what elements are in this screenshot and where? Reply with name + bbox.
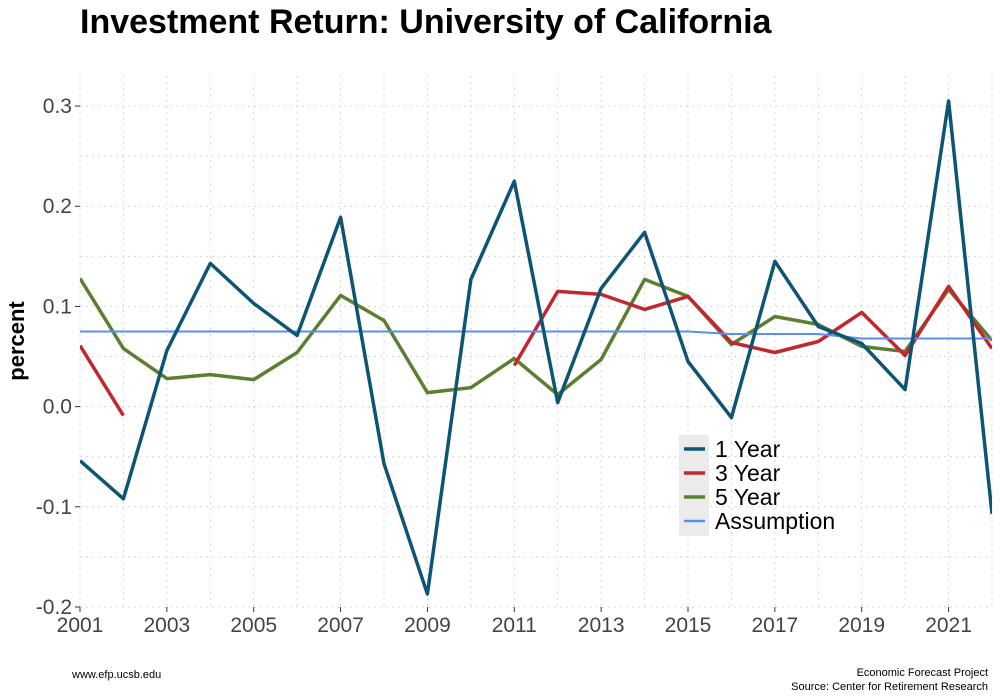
legend-label-5-year: 5 Year [715, 484, 781, 510]
x-tick-label: 2011 [492, 614, 537, 637]
legend-background [679, 435, 709, 536]
footer-right-line2: Source: Center for Retirement Research [791, 681, 988, 693]
x-axis-ticks: 2001 2003 2005 2007 2009 2011 2013 2015 2017 2019… [57, 607, 972, 637]
y-axis-ticks: -0.2 -0.1 0.0 0.1 0.2 0.3 [36, 95, 80, 619]
series-line-3-year [80, 344, 125, 417]
footer-left: www.efp.ucsb.edu [71, 669, 161, 681]
series-lines [80, 99, 992, 596]
legend-label-1-year: 1 Year [715, 436, 781, 462]
y-tick-label: 0.3 [43, 95, 72, 118]
footer-right-line1: Economic Forecast Project [857, 667, 988, 679]
y-tick-label: 0.2 [43, 195, 72, 218]
x-tick-label: 2015 [665, 614, 712, 637]
chart-title: Investment Return: University of Califor… [80, 3, 773, 41]
x-tick-label: 2003 [143, 614, 190, 637]
legend-label-assumption: Assumption [715, 508, 835, 534]
y-tick-label: -0.1 [36, 496, 72, 519]
x-tick-label: 2013 [578, 614, 625, 637]
x-tick-label: 2005 [230, 614, 277, 637]
x-tick-label: 2009 [404, 614, 451, 637]
y-tick-label: 0.1 [43, 295, 72, 318]
series-line-1-year [80, 99, 992, 596]
x-tick-label: 2019 [838, 614, 885, 637]
legend-label-3-year: 3 Year [715, 460, 781, 486]
x-tick-label: 2001 [57, 614, 104, 637]
x-tick-label: 2021 [925, 614, 972, 637]
x-tick-label: 2017 [751, 614, 798, 637]
y-tick-label: -0.2 [36, 596, 72, 619]
y-tick-label: 0.0 [43, 396, 72, 419]
x-tick-label: 2007 [317, 614, 364, 637]
y-axis-label: percent [4, 301, 29, 381]
series-line-assumption [80, 330, 992, 340]
